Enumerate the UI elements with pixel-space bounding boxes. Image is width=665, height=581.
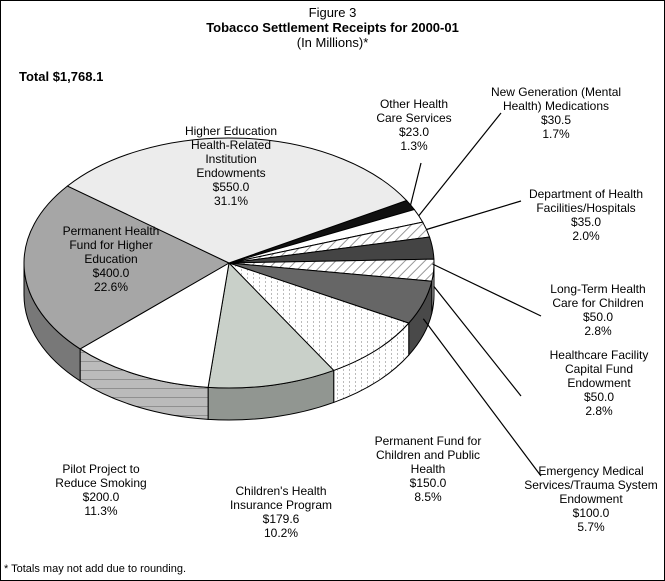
- value-label: $30.5: [540, 113, 572, 127]
- value-label: $100.0: [572, 506, 610, 520]
- category-name: New Generation (Mental Health) Medicatio…: [490, 85, 622, 113]
- slice-label: Emergency Medical Services/Trauma System…: [516, 464, 664, 534]
- value-label: $50.0: [583, 390, 615, 404]
- value-label: $400.0: [92, 266, 130, 280]
- category-name: Department of Health Facilities/Hospital…: [528, 187, 644, 215]
- value-label: $23.0: [398, 125, 430, 139]
- percent-label: 8.5%: [414, 490, 442, 504]
- slice-label: Long-Term Health Care for Children $50.0 2…: [543, 282, 653, 338]
- value-label: $550.0: [212, 180, 250, 194]
- leader-line: [418, 112, 502, 217]
- percent-label: 22.6%: [93, 280, 129, 294]
- category-name: Permanent Health Fund for Higher Educati…: [62, 224, 160, 266]
- value-label: $35.0: [570, 215, 602, 229]
- slice-label: Children's Health Insurance Program $179.…: [216, 484, 346, 540]
- value-label: $150.0: [409, 476, 447, 490]
- slice: [207, 261, 335, 389]
- slice-label: Higher Education Health-Related Institut…: [171, 124, 291, 208]
- percent-label: 1.7%: [542, 127, 570, 141]
- value-label: $50.0: [582, 310, 614, 324]
- slice: [228, 262, 410, 372]
- slice-label: Other Health Care Services $23.0 1.3%: [368, 97, 460, 153]
- leader-line: [409, 162, 422, 206]
- percent-label: 5.7%: [577, 520, 605, 534]
- percent-label: 11.3%: [84, 504, 118, 518]
- footnote: * Totals may not add due to rounding.: [4, 563, 187, 575]
- category-name: Higher Education Health-Related Institut…: [184, 124, 278, 180]
- value-label: $200.0: [82, 490, 120, 504]
- slice-label: Pilot Project to Reduce Smoking $200.0 11.…: [46, 462, 156, 518]
- leader-line: [426, 200, 522, 231]
- leader-line: [422, 318, 542, 477]
- leader-line: [433, 285, 522, 397]
- chart-title: Figure 3: [308, 5, 357, 20]
- category-name: Children's Health Insurance Program: [229, 484, 333, 512]
- category-name: Other Health Care Services: [376, 97, 452, 125]
- percent-label: 2.8%: [584, 324, 612, 338]
- slice: [79, 262, 230, 388]
- slice-label: Permanent Fund for Children and Public H…: [366, 434, 491, 504]
- category-name: Permanent Fund for Children and Public H…: [374, 434, 482, 476]
- percent-label: 31.1%: [213, 194, 249, 208]
- slice-label: Department of Health Facilities/Hospital…: [511, 187, 661, 243]
- category-name: Long-Term Health Care for Children: [550, 282, 646, 310]
- slice: [66, 137, 408, 264]
- percent-label: 10.2%: [263, 526, 299, 540]
- chart-subtitle: Tobacco Settlement Receipts for 2000-01: [206, 20, 459, 35]
- percent-label: 2.8%: [585, 404, 613, 418]
- total-label: Total $1,768.1: [19, 69, 104, 84]
- category-name: Pilot Project to Reduce Smoking: [55, 462, 147, 490]
- slice-label: New Generation (Mental Health) Medicatio…: [481, 85, 631, 141]
- slice-label: Healthcare Facility Capital Fund Endowme…: [544, 348, 654, 418]
- value-label: $179.6: [262, 512, 300, 526]
- category-name: Healthcare Facility Capital Fund Endowme…: [549, 348, 649, 390]
- units-note: (In Millions)*: [296, 35, 369, 50]
- percent-label: 1.3%: [400, 139, 428, 153]
- percent-label: 2.0%: [572, 229, 600, 243]
- leader-line: [432, 263, 542, 317]
- slice-label: Permanent Health Fund for Higher Educati…: [49, 224, 174, 294]
- slice: [23, 185, 231, 350]
- category-name: Emergency Medical Services/Trauma System…: [524, 464, 658, 506]
